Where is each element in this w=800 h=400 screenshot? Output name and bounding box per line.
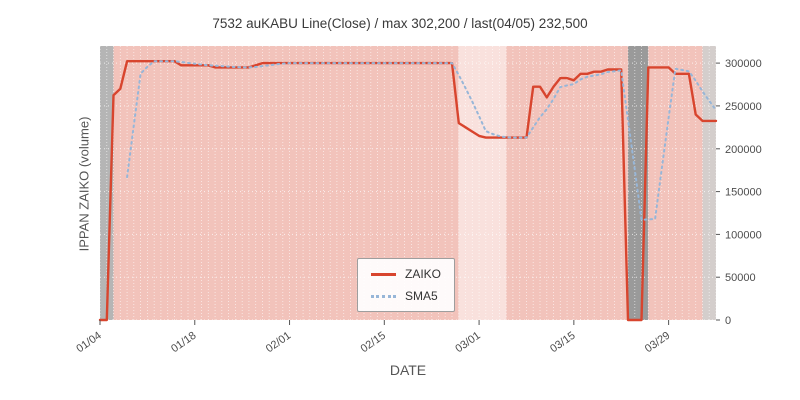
zaiko-line-swatch bbox=[371, 272, 396, 276]
legend-label-zaiko: ZAIKO bbox=[405, 267, 442, 281]
y-tick-label: 250000 bbox=[725, 101, 762, 113]
x-tick-label: 02/15 bbox=[359, 330, 388, 356]
sma5-line bbox=[126, 60, 717, 221]
background-band bbox=[702, 46, 716, 320]
x-axis-label: DATE bbox=[389, 362, 427, 378]
y-axis-ticks: 0 50000 100000 150000 200000 250000 300000 bbox=[716, 58, 762, 327]
y-axis-label: IPPAN ZAIKO (volume) bbox=[76, 116, 92, 252]
x-tick-label: 03/15 bbox=[548, 330, 577, 356]
y-tick-label: 200000 bbox=[725, 144, 762, 156]
y-tick-label: 300000 bbox=[725, 58, 762, 70]
legend-item-zaiko: ZAIKO bbox=[371, 267, 441, 281]
background-band bbox=[100, 46, 114, 320]
y-tick-label: 150000 bbox=[725, 187, 762, 199]
legend-item-sma5: SMA5 bbox=[371, 289, 441, 303]
x-tick-label: 01/18 bbox=[169, 330, 198, 356]
legend: ZAIKO SMA5 bbox=[357, 258, 456, 312]
x-tick-label: 03/29 bbox=[643, 330, 672, 356]
x-axis-ticks: 01/04 01/18 02/01 02/15 03/01 03/15 03/29 bbox=[74, 320, 672, 355]
x-tick-label: 01/04 bbox=[74, 330, 103, 356]
legend-label-sma5: SMA5 bbox=[405, 289, 438, 303]
x-tick-label: 02/01 bbox=[264, 330, 293, 356]
background-band bbox=[506, 46, 628, 320]
y-tick-label: 0 bbox=[725, 315, 731, 327]
x-tick-label: 03/01 bbox=[453, 330, 482, 356]
y-tick-label: 50000 bbox=[725, 272, 756, 284]
sma5-line-swatch bbox=[371, 294, 396, 298]
background-band bbox=[648, 46, 703, 320]
chart-title: 7532 auKABU Line(Close) / max 302,200 / … bbox=[212, 16, 588, 31]
y-tick-label: 100000 bbox=[725, 229, 762, 241]
